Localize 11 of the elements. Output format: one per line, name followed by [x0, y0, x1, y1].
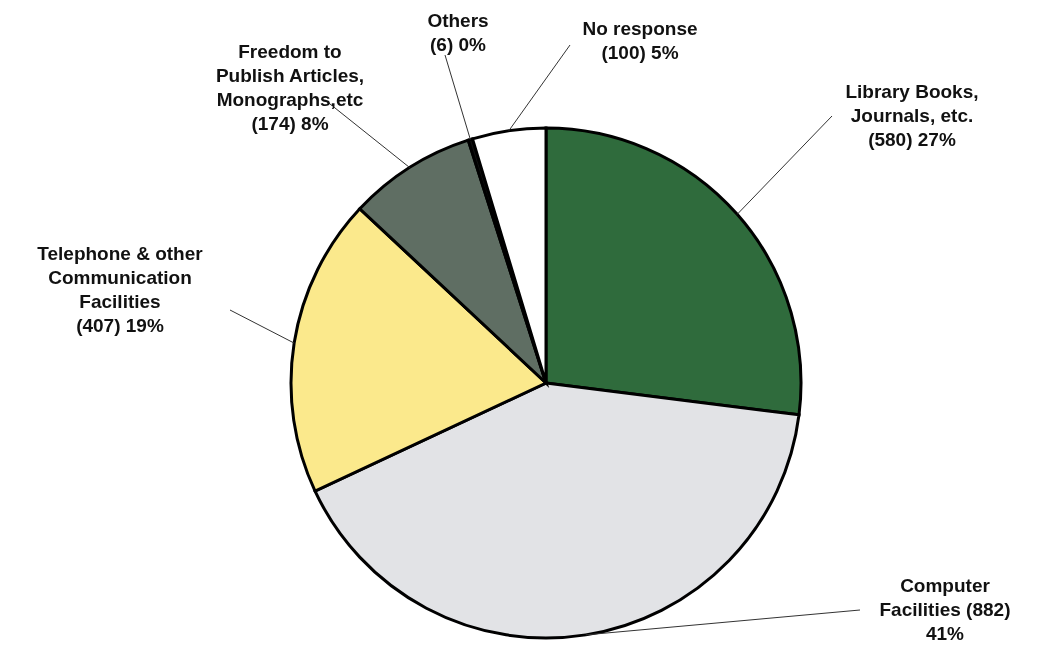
data-label: (407) 19%: [76, 315, 164, 336]
slice-label: No response: [582, 18, 698, 39]
slice-label: Others: [427, 10, 489, 31]
slice-label: Computer Facilities (882) 41%: [879, 575, 1011, 644]
data-label: (580) 27%: [868, 129, 956, 150]
slice-label: Freedom to Publish Articles, Monographs,etc: [215, 41, 365, 110]
slice-label: Telephone & other Communication Facilities: [37, 243, 204, 312]
data-label: (6) 0%: [430, 34, 487, 55]
data-label: (174) 8%: [251, 113, 329, 134]
slice-label: Library Books, Journals, etc.: [845, 81, 979, 126]
data-label: (100) 5%: [601, 42, 679, 63]
